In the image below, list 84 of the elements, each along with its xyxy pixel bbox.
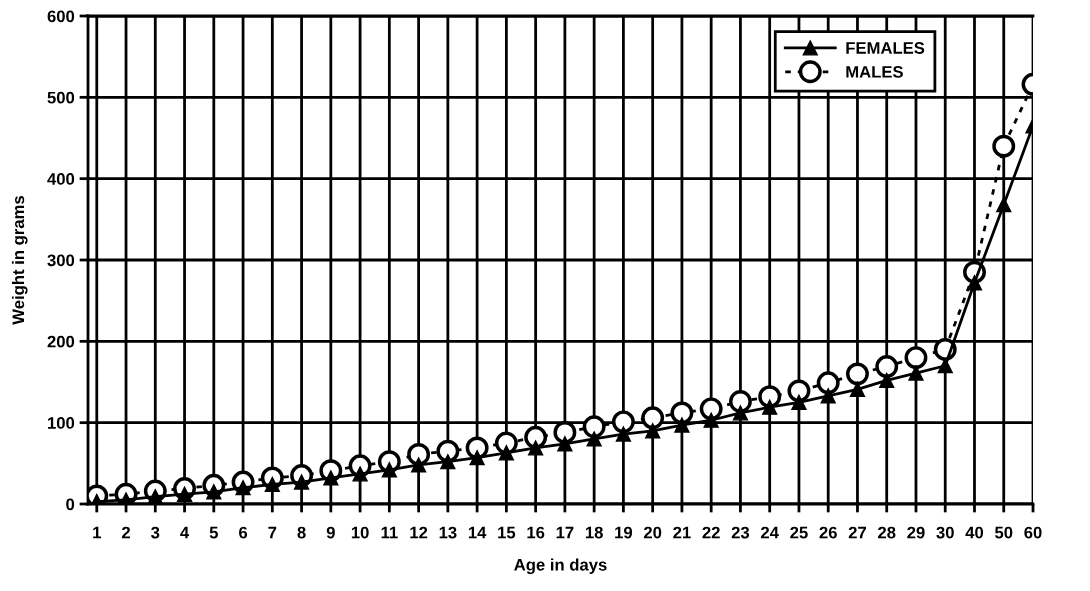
y-tick-label: 600 (47, 10, 75, 23)
point (645, 423, 661, 439)
point (875, 355, 899, 379)
point (527, 440, 544, 456)
x-tick-label: 50 (994, 526, 1013, 539)
y-tick-label: 400 (47, 173, 75, 185)
point (787, 379, 811, 403)
point (674, 417, 690, 433)
point (758, 385, 782, 409)
point (611, 410, 635, 434)
point (699, 397, 723, 421)
point (553, 420, 577, 444)
point (582, 415, 606, 439)
y-tick-label: 100 (48, 417, 75, 429)
point (407, 442, 431, 466)
point (732, 405, 749, 421)
point (904, 346, 928, 370)
point (586, 431, 602, 447)
point (703, 412, 719, 428)
x-tick-label: 14 (468, 526, 487, 539)
x-tick-label: 25 (790, 526, 808, 539)
point (498, 445, 515, 461)
point (670, 401, 694, 425)
point (937, 358, 953, 374)
x-tick-label: 15 (498, 526, 516, 539)
x-tick-label: 6 (239, 526, 248, 539)
x-tick-label: 11 (381, 526, 398, 539)
x-tick-label: 24 (761, 526, 779, 539)
x-tick-label: 23 (731, 526, 750, 539)
x-axis-title: Age in days (514, 558, 607, 575)
x-tick-label: 1 (93, 526, 101, 539)
y-tick-label: 0 (66, 498, 75, 511)
x-tick-label: 10 (351, 526, 369, 539)
point (791, 394, 807, 410)
point (820, 388, 836, 404)
point (436, 439, 460, 463)
point (762, 399, 778, 415)
point (846, 362, 869, 386)
x-tick-label: 60 (1024, 526, 1042, 539)
y-tick-label: 300 (47, 254, 75, 267)
point (557, 436, 573, 452)
x-tick-label: 17 (556, 526, 574, 539)
legend-label: MALES (846, 65, 903, 78)
x-tick-label: 16 (527, 526, 545, 539)
point (816, 371, 840, 395)
point (381, 462, 397, 478)
x-tick-label: 5 (209, 526, 218, 539)
x-tick-label: 29 (907, 526, 925, 539)
y-tick-label: 200 (47, 335, 75, 348)
y-tick-label: 500 (47, 91, 75, 104)
x-tick-label: 2 (121, 526, 130, 539)
point (352, 466, 368, 482)
x-tick-label: 13 (439, 526, 457, 539)
point (410, 457, 427, 473)
x-tick-label: 27 (848, 526, 866, 539)
x-tick-label: 21 (673, 526, 691, 539)
x-tick-label: 12 (410, 526, 428, 539)
x-tick-label: 7 (268, 526, 277, 539)
x-tick-label: 26 (819, 526, 837, 539)
point (524, 425, 548, 449)
point (966, 275, 983, 291)
legend-label: FEMALES (846, 42, 925, 54)
point (908, 365, 924, 381)
point (615, 426, 632, 442)
point (879, 372, 895, 389)
point (469, 450, 485, 466)
x-tick-label: 40 (965, 526, 984, 539)
x-tick-label: 8 (297, 526, 306, 539)
point (849, 381, 866, 397)
point (728, 390, 752, 413)
x-tick-label: 22 (702, 526, 720, 539)
x-tick-label: 20 (643, 526, 662, 539)
x-tick-label: 18 (585, 526, 603, 539)
x-tick-label: 28 (878, 526, 896, 539)
x-tick-label: 19 (615, 526, 633, 539)
point (996, 197, 1012, 213)
x-tick-label: 9 (326, 526, 335, 539)
y-axis-title: Weight in grams (11, 196, 28, 325)
point (641, 406, 665, 430)
x-tick-label: 3 (151, 526, 160, 539)
x-tick-label: 4 (180, 526, 190, 539)
point (992, 134, 1016, 158)
point (440, 454, 456, 470)
x-tick-label: 30 (936, 526, 954, 539)
